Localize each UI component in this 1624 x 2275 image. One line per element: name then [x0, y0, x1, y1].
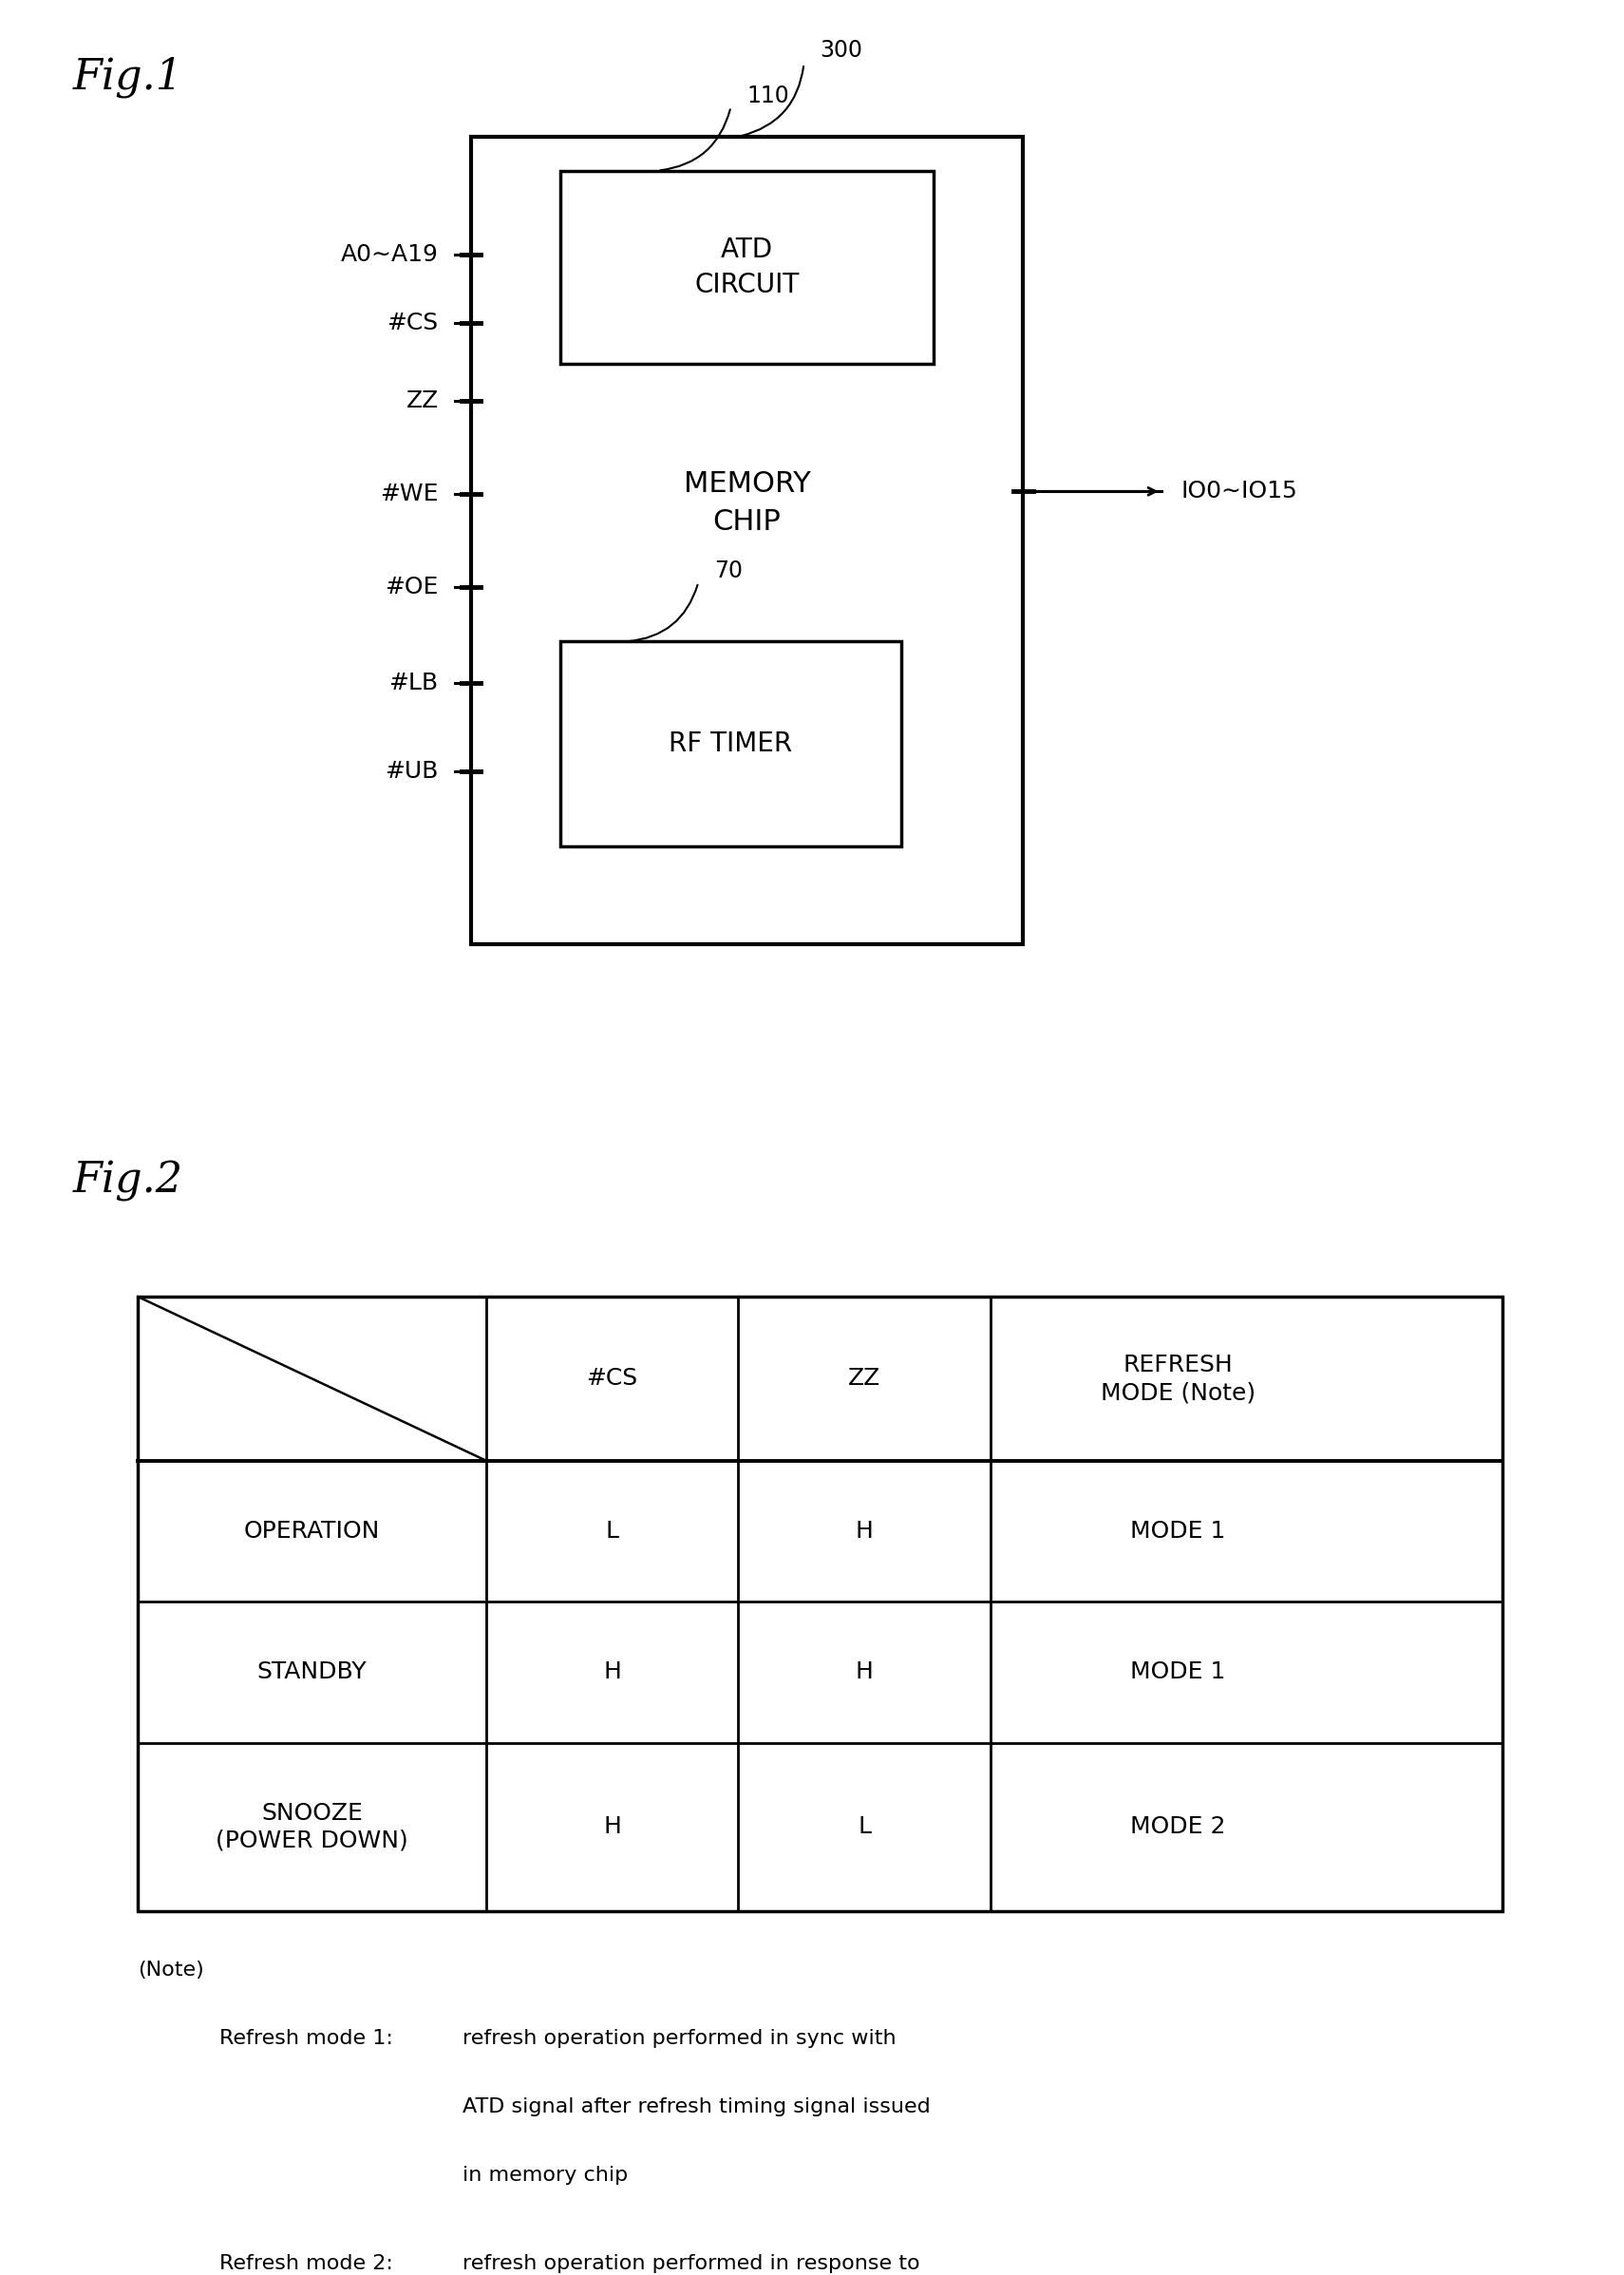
- Text: Fig.1: Fig.1: [73, 57, 184, 98]
- Text: MODE 1: MODE 1: [1130, 1661, 1226, 1683]
- Text: (Note): (Note): [138, 1961, 205, 1979]
- Text: ZZ: ZZ: [406, 389, 438, 412]
- Text: #OE: #OE: [385, 576, 438, 598]
- Text: SNOOZE
(POWER DOWN): SNOOZE (POWER DOWN): [216, 1802, 408, 1852]
- Text: H: H: [603, 1815, 620, 1838]
- Text: STANDBY: STANDBY: [257, 1661, 367, 1683]
- Text: ZZ: ZZ: [848, 1367, 880, 1390]
- Text: 300: 300: [820, 39, 862, 61]
- Text: ATD signal after refresh timing signal issued: ATD signal after refresh timing signal i…: [463, 2098, 931, 2116]
- Text: MEMORY
CHIP: MEMORY CHIP: [684, 469, 810, 537]
- Text: 110: 110: [747, 84, 789, 107]
- Bar: [138, 1297, 1502, 1911]
- Text: Fig.2: Fig.2: [73, 1160, 184, 1201]
- Text: H: H: [603, 1661, 620, 1683]
- Text: REFRESH
MODE (Note): REFRESH MODE (Note): [1101, 1354, 1255, 1404]
- Text: in memory chip: in memory chip: [463, 2166, 628, 2184]
- Text: 70: 70: [715, 560, 744, 582]
- Bar: [560, 642, 901, 846]
- Text: RF TIMER: RF TIMER: [669, 730, 793, 758]
- Text: ATD
CIRCUIT: ATD CIRCUIT: [695, 237, 799, 298]
- Text: #LB: #LB: [390, 671, 438, 694]
- Text: H: H: [856, 1661, 874, 1683]
- Text: L: L: [606, 1520, 619, 1542]
- Text: refresh operation performed in response to: refresh operation performed in response …: [463, 2255, 921, 2273]
- Text: L: L: [857, 1815, 870, 1838]
- Text: #CS: #CS: [586, 1367, 638, 1390]
- Text: #UB: #UB: [385, 760, 438, 783]
- Bar: [471, 136, 1023, 944]
- Text: MODE 2: MODE 2: [1130, 1815, 1226, 1838]
- Bar: [560, 171, 934, 364]
- Text: A0∼A19: A0∼A19: [341, 243, 438, 266]
- Text: #WE: #WE: [380, 482, 438, 505]
- Text: IO0∼IO15: IO0∼IO15: [1181, 480, 1298, 503]
- Text: Refresh mode 1:: Refresh mode 1:: [219, 2029, 393, 2048]
- Text: #CS: #CS: [387, 312, 438, 334]
- Text: MODE 1: MODE 1: [1130, 1520, 1226, 1542]
- Text: Refresh mode 2:: Refresh mode 2:: [219, 2255, 393, 2273]
- Text: refresh operation performed in sync with: refresh operation performed in sync with: [463, 2029, 896, 2048]
- Text: OPERATION: OPERATION: [244, 1520, 380, 1542]
- Text: H: H: [856, 1520, 874, 1542]
